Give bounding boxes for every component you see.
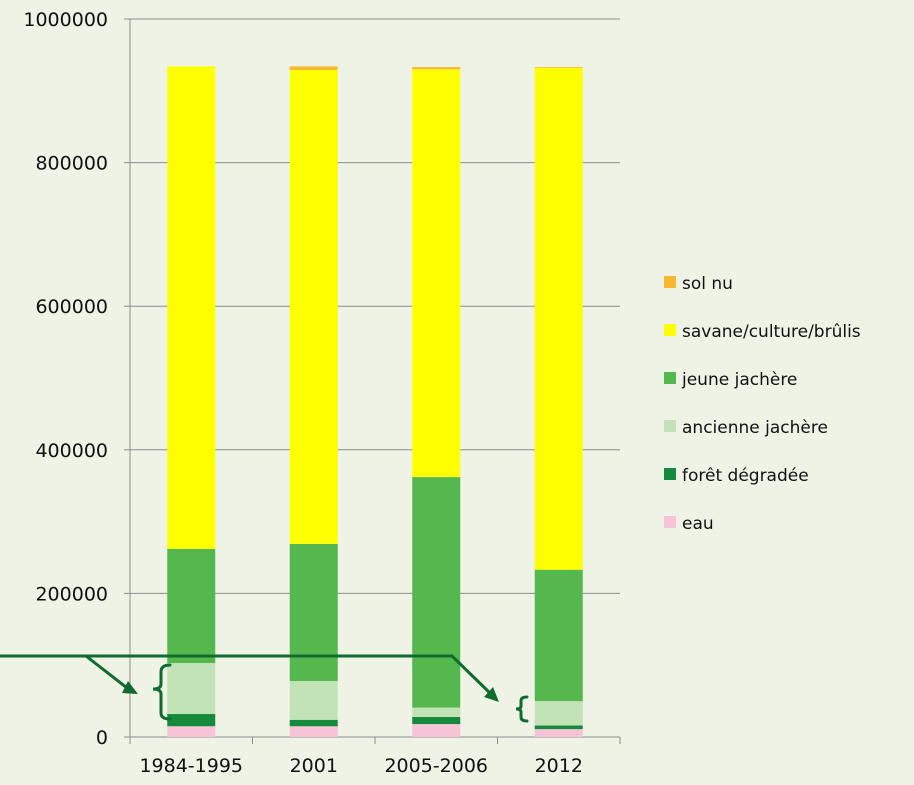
bar-segment [534,729,583,737]
legend-swatch [664,276,676,288]
bar-segment [167,714,216,727]
bar-segment [412,724,461,737]
bar-segment [412,716,461,725]
bar-segment [167,66,216,549]
y-tick-label: 0 [96,727,108,749]
legend-swatch [664,324,676,336]
bar-segment [289,680,338,720]
y-tick-label: 200000 [35,583,108,605]
y-tick-label: 800000 [35,153,108,175]
legend-label: sol nu [682,274,733,294]
bar-segment [289,543,338,681]
legend-label: jeune jachère [681,370,797,390]
y-tick-label: 600000 [35,296,108,318]
bar-segment [534,725,583,730]
bar-segment [412,477,461,708]
bar-segment [289,726,338,737]
bar-segment [534,67,583,570]
bar-segment [167,548,216,664]
legend-swatch [664,468,676,480]
brace-left [152,663,172,721]
legend-label: ancienne jachère [682,418,828,438]
bar-segment [167,726,216,737]
callout-arrow-left [84,654,133,693]
bar-segment [412,69,461,478]
x-tick-label: 2012 [535,755,583,777]
y-tick-label: 400000 [35,440,108,462]
callout-arrow-right [450,654,495,698]
bar-segment [534,701,583,726]
bar-segment [167,663,216,715]
legend-swatch [664,516,676,528]
bar-segment [289,719,338,727]
legend-label: eau [682,514,714,534]
bars [167,66,583,737]
bar-segment [289,66,338,70]
arrowhead-right [484,687,499,702]
legend-swatch [664,420,676,432]
bar-segment [534,67,583,68]
x-tick-label: 1984-1995 [139,755,243,777]
x-tick-label: 2001 [290,755,338,777]
legend-label: savane/culture/brûlis [682,322,861,342]
y-tick-label: 1000000 [23,9,108,31]
bar-segment [412,707,461,717]
legend-swatch [664,372,676,384]
bar-segment [289,69,338,544]
brace-right [515,695,529,723]
legend-label: forêt dégradée [682,466,809,486]
bar-segment [534,569,583,702]
annotations [0,654,529,723]
legend: sol nu savane/culture/brûlis jeune jachère… [664,274,861,534]
x-tick-label: 2005-2006 [384,755,488,777]
arrowhead-left [122,681,138,694]
bar-segment [412,67,461,70]
